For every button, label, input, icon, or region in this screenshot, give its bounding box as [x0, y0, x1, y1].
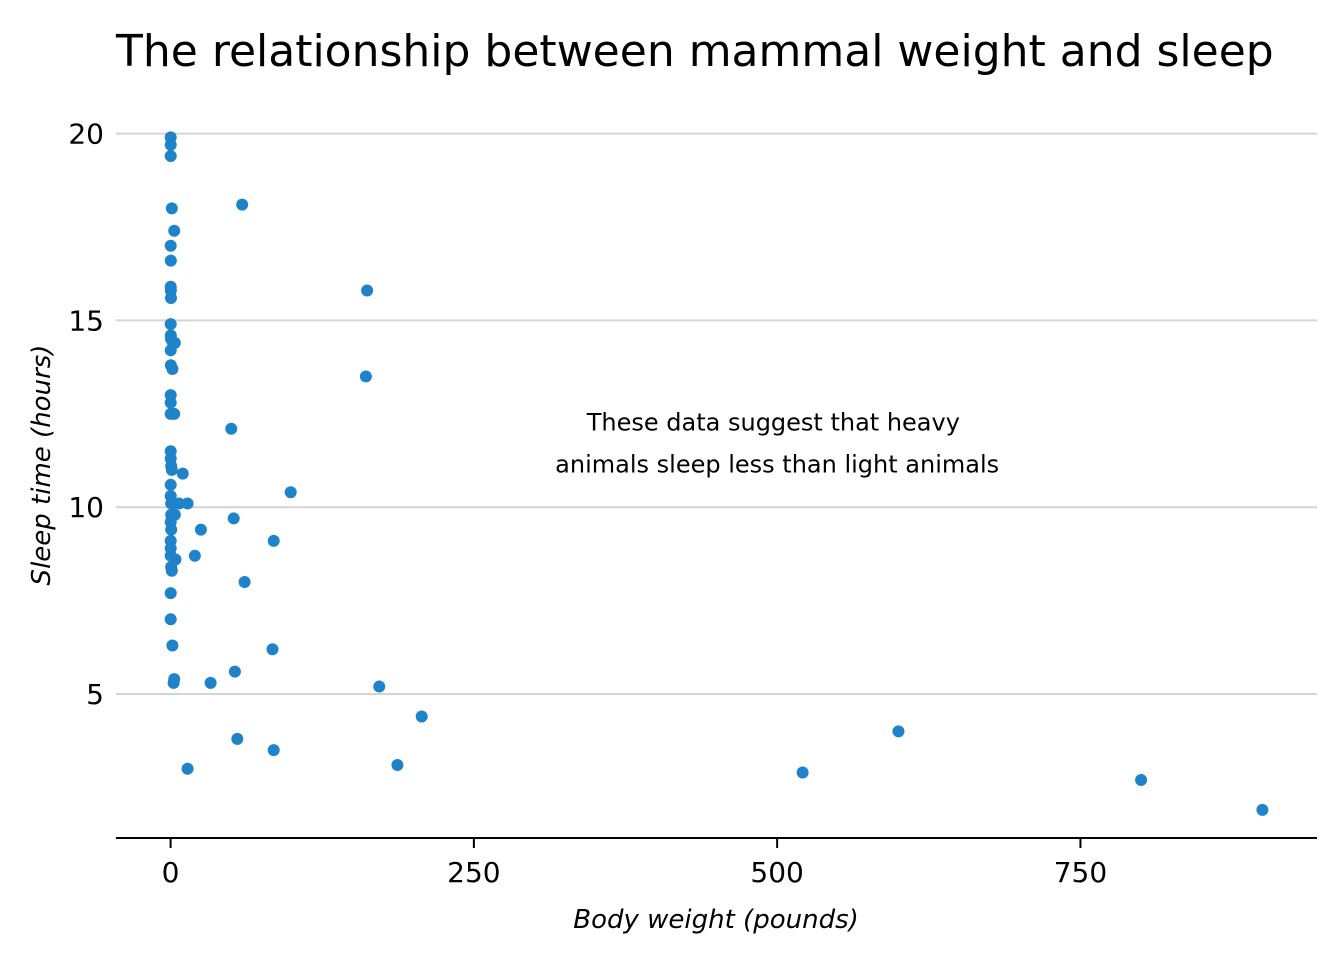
y-tick-label-10: 10: [68, 491, 104, 524]
data-point-55: [238, 575, 251, 588]
data-point-67: [796, 766, 809, 779]
data-point-36: [165, 523, 178, 536]
data-points: [164, 131, 1269, 816]
data-point-3: [165, 202, 178, 215]
y-tick-label-5: 5: [86, 678, 104, 711]
data-point-31: [173, 497, 186, 510]
x-tick-label-500: 500: [750, 856, 803, 889]
data-point-54: [236, 198, 249, 211]
data-point-46: [164, 613, 177, 626]
data-point-57: [181, 762, 194, 775]
data-point-19: [164, 396, 177, 409]
data-point-70: [1256, 803, 1269, 816]
x-tick-label-750: 750: [1054, 856, 1107, 889]
data-point-52: [225, 422, 238, 435]
x-axis-label: Body weight (pounds): [573, 905, 859, 935]
data-point-47: [166, 639, 179, 652]
annotation-text: These data suggest that heavy animals sl…: [555, 409, 999, 479]
data-point-62: [361, 284, 374, 297]
data-point-17: [166, 362, 179, 375]
data-point-6: [164, 254, 177, 267]
data-point-9: [164, 292, 177, 305]
y-tick-label-15: 15: [68, 304, 104, 337]
data-point-1: [164, 138, 177, 151]
data-point-32: [181, 497, 194, 510]
data-point-53: [227, 512, 240, 525]
data-point-50: [204, 676, 217, 689]
data-point-26: [176, 467, 189, 480]
annotation-line-1: These data suggest that heavy: [586, 409, 960, 437]
data-point-51: [228, 665, 241, 678]
data-point-49: [167, 676, 180, 689]
data-point-58: [267, 534, 280, 547]
data-point-56: [231, 732, 244, 745]
data-point-4: [168, 224, 181, 237]
data-point-68: [892, 725, 905, 738]
data-point-44: [165, 564, 178, 577]
y-tick-label-20: 20: [68, 118, 104, 151]
y-axis-label: Sleep time (hours): [27, 345, 57, 586]
data-point-60: [267, 744, 280, 757]
data-point-21: [168, 407, 181, 420]
data-point-5: [164, 239, 177, 252]
data-point-25: [165, 463, 178, 476]
x-tick-label-250: 250: [447, 856, 500, 889]
data-point-2: [164, 150, 177, 163]
data-point-61: [284, 486, 297, 499]
x-axis-ticks: 0 250 500 750: [162, 838, 1107, 889]
chart-title: The relationship between mammal weight a…: [115, 26, 1274, 77]
data-point-59: [266, 643, 279, 656]
data-point-27: [164, 478, 177, 491]
data-point-63: [359, 370, 372, 383]
data-point-37: [194, 523, 207, 536]
x-tick-label-0: 0: [162, 856, 180, 889]
data-point-10: [164, 318, 177, 331]
data-point-41: [188, 549, 201, 562]
data-point-64: [373, 680, 386, 693]
annotation-line-2: animals sleep less than light animals: [555, 451, 999, 479]
data-point-15: [164, 344, 177, 357]
data-point-69: [1135, 773, 1148, 786]
data-point-66: [415, 710, 428, 723]
y-axis-ticks: 5 10 15 20: [68, 118, 104, 711]
data-point-65: [391, 759, 404, 772]
grid-lines: [116, 132, 1317, 696]
data-point-45: [164, 587, 177, 600]
